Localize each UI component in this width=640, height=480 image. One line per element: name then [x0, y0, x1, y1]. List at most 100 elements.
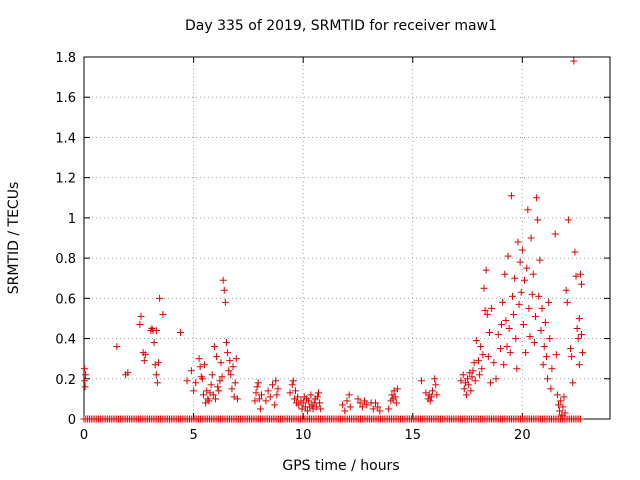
data-point: [266, 393, 274, 401]
data-point: [433, 391, 441, 399]
data-point: [459, 371, 467, 379]
y-tick-label: 0.4: [55, 333, 76, 348]
data-point: [507, 192, 515, 200]
data-point: [556, 407, 564, 415]
data-point: [490, 359, 498, 367]
data-point: [488, 304, 496, 312]
baseline-point: [577, 415, 585, 423]
x-tick-label: 5: [189, 428, 197, 443]
data-point: [253, 383, 261, 391]
data-point: [518, 246, 526, 254]
data-point: [346, 403, 354, 411]
y-tick-label: 1.6: [55, 91, 76, 106]
x-tick-label: 15: [404, 428, 421, 443]
data-point: [471, 377, 479, 385]
data-point: [156, 294, 164, 302]
data-point: [483, 310, 491, 318]
data-point: [222, 339, 230, 347]
data-point: [576, 270, 584, 278]
data-point: [547, 385, 555, 393]
data-point: [478, 365, 486, 373]
data-point: [304, 407, 312, 415]
data-point: [525, 304, 533, 312]
data-point: [291, 387, 299, 395]
data-point: [552, 351, 560, 359]
data-point: [251, 397, 259, 405]
data-point: [468, 373, 476, 381]
data-point: [517, 288, 525, 296]
data-point: [578, 331, 586, 339]
data-point: [216, 377, 224, 385]
data-point: [341, 407, 349, 415]
data-point: [363, 401, 371, 409]
data-point: [575, 361, 583, 369]
data-point: [376, 407, 384, 415]
data-point: [227, 371, 235, 379]
data-point: [113, 343, 121, 351]
data-point: [554, 401, 562, 409]
y-tick-label: 0: [68, 413, 76, 428]
x-tick-label: 0: [80, 428, 88, 443]
data-point: [536, 256, 544, 264]
data-point: [530, 339, 538, 347]
data-point: [274, 385, 282, 393]
y-tick-label: 0.6: [55, 292, 76, 307]
data-point: [427, 393, 435, 401]
data-point: [499, 298, 507, 306]
data-point: [218, 373, 226, 381]
data-point: [295, 401, 303, 409]
data-point: [190, 387, 198, 395]
data-point: [231, 379, 239, 387]
data-point: [137, 312, 145, 320]
y-tick-label: 1.2: [55, 172, 76, 187]
y-axis-title: SRMTID / TECUs: [6, 182, 22, 295]
data-point: [153, 379, 161, 387]
x-tick-label: 10: [295, 428, 312, 443]
data-point: [559, 403, 567, 411]
data-point: [527, 234, 535, 242]
data-point: [213, 353, 221, 361]
y-tick-label: 0.8: [55, 252, 76, 267]
data-point: [192, 379, 200, 387]
y-tick-label: 1.8: [55, 51, 76, 66]
data-points: [80, 57, 587, 423]
data-point: [485, 329, 493, 337]
data-point: [462, 391, 470, 399]
grid-lines: [84, 57, 610, 419]
data-point: [124, 369, 132, 377]
data-point: [496, 345, 504, 353]
y-tick-label: 1: [68, 212, 76, 227]
data-point: [457, 377, 465, 385]
data-point: [288, 381, 296, 389]
data-point: [575, 314, 583, 322]
data-point: [152, 371, 160, 379]
data-point: [513, 365, 521, 373]
data-point: [551, 230, 559, 238]
data-point: [481, 306, 489, 314]
data-point: [567, 345, 575, 353]
data-point: [307, 391, 315, 399]
data-point: [221, 298, 229, 306]
data-point: [374, 403, 382, 411]
chart-title: Day 335 of 2019, SRMTID for receiver maw…: [185, 18, 497, 34]
y-tick-labels: 0 0.2 0.4 0.6 0.8 1 1.2 1.4 1.6 1.8: [55, 51, 76, 428]
data-point: [224, 349, 232, 357]
data-point: [187, 367, 195, 375]
data-point: [232, 355, 240, 363]
data-point: [522, 349, 530, 357]
data-point: [195, 355, 203, 363]
data-point: [535, 292, 543, 300]
data-point: [464, 375, 472, 383]
data-point: [214, 383, 222, 391]
data-point: [299, 399, 307, 407]
data-point: [305, 397, 313, 405]
data-point: [502, 316, 510, 324]
data-point: [537, 327, 545, 335]
data-point: [519, 320, 527, 328]
data-point: [343, 397, 351, 405]
data-point: [477, 343, 485, 351]
data-point: [152, 327, 160, 335]
data-point: [511, 274, 519, 282]
data-point: [548, 365, 556, 373]
data-point: [546, 335, 554, 343]
